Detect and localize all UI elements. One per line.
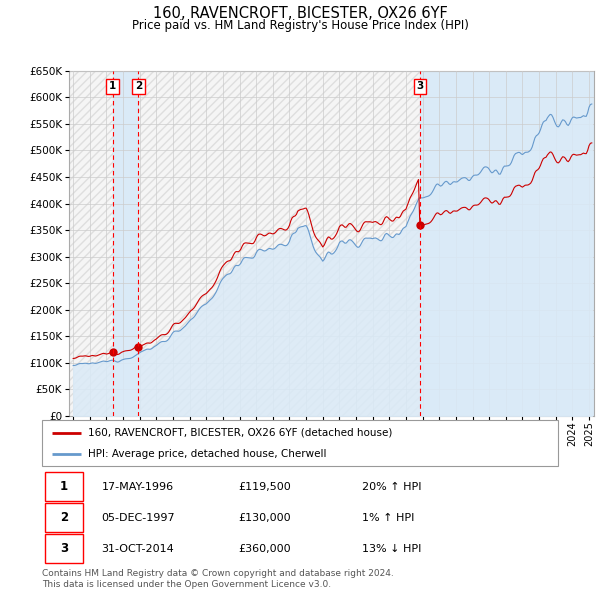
Text: 3: 3 <box>60 542 68 555</box>
Text: 3: 3 <box>416 81 424 91</box>
Text: 1: 1 <box>60 480 68 493</box>
Text: 2: 2 <box>135 81 142 91</box>
Text: 1: 1 <box>109 81 116 91</box>
Text: 2: 2 <box>60 511 68 525</box>
Text: £130,000: £130,000 <box>238 513 291 523</box>
FancyBboxPatch shape <box>44 503 83 532</box>
Text: 17-MAY-1996: 17-MAY-1996 <box>101 481 173 491</box>
Text: 05-DEC-1997: 05-DEC-1997 <box>101 513 175 523</box>
Text: Contains HM Land Registry data © Crown copyright and database right 2024.
This d: Contains HM Land Registry data © Crown c… <box>42 569 394 589</box>
Text: 31-OCT-2014: 31-OCT-2014 <box>101 544 174 554</box>
Bar <box>113 71 139 416</box>
Text: HPI: Average price, detached house, Cherwell: HPI: Average price, detached house, Cher… <box>88 448 327 458</box>
Text: 160, RAVENCROFT, BICESTER, OX26 6YF: 160, RAVENCROFT, BICESTER, OX26 6YF <box>152 6 448 21</box>
Text: £360,000: £360,000 <box>238 544 291 554</box>
Text: 1% ↑ HPI: 1% ↑ HPI <box>362 513 414 523</box>
Text: 160, RAVENCROFT, BICESTER, OX26 6YF (detached house): 160, RAVENCROFT, BICESTER, OX26 6YF (det… <box>88 428 393 438</box>
Text: Price paid vs. HM Land Registry's House Price Index (HPI): Price paid vs. HM Land Registry's House … <box>131 19 469 32</box>
Bar <box>420 71 594 416</box>
Text: 13% ↓ HPI: 13% ↓ HPI <box>362 544 421 554</box>
Text: £119,500: £119,500 <box>238 481 291 491</box>
FancyBboxPatch shape <box>44 472 83 501</box>
Text: 20% ↑ HPI: 20% ↑ HPI <box>362 481 421 491</box>
FancyBboxPatch shape <box>44 535 83 563</box>
FancyBboxPatch shape <box>42 420 558 466</box>
